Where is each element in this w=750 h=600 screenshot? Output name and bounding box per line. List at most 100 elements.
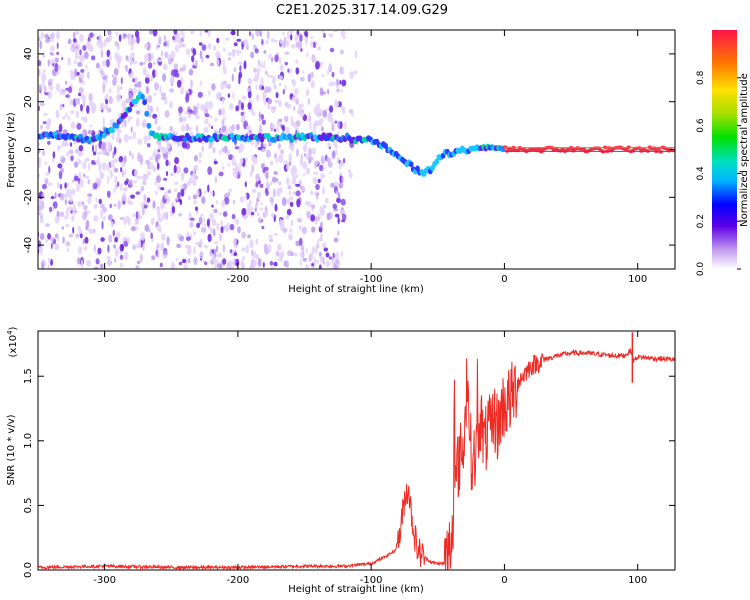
noise-speckle (87, 179, 91, 185)
noise-speckle (45, 238, 49, 243)
y-tick-label: 1.0 (23, 433, 34, 449)
noise-speckle (284, 84, 287, 91)
noise-speckle (154, 180, 158, 186)
noise-speckle (107, 214, 113, 221)
ridge-point (144, 110, 150, 117)
noise-speckle (41, 183, 47, 190)
noise-speckle (168, 161, 171, 166)
noise-speckle (149, 105, 154, 114)
noise-speckle (267, 98, 273, 105)
noise-speckle (163, 34, 166, 44)
spectrogram-ridge (38, 91, 675, 177)
noise-speckle (279, 186, 283, 193)
colorbar-tick-label: 0.2 (696, 214, 706, 228)
noise-speckle (295, 183, 301, 187)
noise-speckle (274, 232, 278, 237)
noise-speckle (179, 67, 182, 73)
noise-speckle (69, 142, 73, 147)
noise-speckle (306, 210, 311, 219)
noise-speckle (320, 62, 323, 69)
noise-speckle (220, 81, 225, 90)
snr-plot-area (38, 332, 675, 570)
noise-speckle (228, 260, 233, 267)
noise-speckle (182, 183, 187, 191)
noise-speckle (135, 117, 140, 127)
noise-speckle (323, 247, 329, 252)
noise-speckle (82, 173, 86, 177)
noise-speckle (214, 240, 219, 245)
noise-speckle (310, 252, 314, 260)
noise-speckle (299, 251, 303, 259)
noise-speckle (279, 83, 282, 87)
noise-speckle (317, 109, 320, 119)
noise-speckle (91, 102, 97, 112)
noise-speckle (236, 123, 240, 131)
noise-speckle (207, 233, 212, 243)
noise-speckle (250, 51, 255, 59)
noise-speckle (157, 205, 160, 211)
noise-speckle (82, 238, 85, 245)
noise-speckle (173, 188, 178, 193)
noise-speckle (88, 228, 94, 234)
noise-speckle (164, 51, 169, 58)
noise-speckle (65, 87, 70, 91)
noise-speckle (156, 175, 161, 183)
noise-speckle (221, 119, 225, 126)
noise-speckle (185, 48, 191, 56)
noise-speckle (320, 155, 326, 165)
noise-speckle (305, 141, 309, 145)
noise-speckle (44, 92, 49, 96)
colorbar-ticks: 0.0 0.2 0.4 0.6 0.8 (696, 70, 741, 276)
noise-speckle (72, 226, 75, 234)
noise-speckle (198, 216, 203, 225)
noise-speckle (152, 30, 158, 37)
noise-speckle (140, 185, 145, 192)
noise-speckle (233, 67, 237, 73)
noise-speckle (59, 103, 63, 111)
noise-speckle (113, 187, 116, 194)
noise-speckle (171, 261, 174, 269)
noise-speckle (208, 90, 211, 96)
noise-speckle (213, 208, 218, 214)
noise-speckle (251, 249, 254, 257)
noise-speckle (316, 103, 321, 110)
noise-speckle (265, 190, 269, 196)
noise-speckle (268, 142, 272, 147)
noise-speckle (266, 149, 271, 158)
noise-speckle (280, 251, 285, 258)
noise-speckle (135, 264, 140, 269)
noise-speckle (226, 83, 232, 89)
noise-speckle (128, 92, 133, 101)
noise-speckle (52, 157, 55, 163)
noise-speckle (232, 91, 235, 100)
noise-speckle (149, 30, 153, 35)
noise-speckle (56, 42, 59, 49)
noise-speckle (327, 142, 331, 148)
noise-speckle (255, 67, 261, 74)
noise-speckle (339, 79, 342, 85)
noise-speckle (193, 231, 196, 236)
noise-speckle (193, 106, 198, 115)
noise-speckle (296, 198, 301, 208)
noise-speckle (87, 38, 91, 42)
noise-speckle (317, 178, 321, 184)
figure-title: C2E1.2025.317.14.09.G29 (276, 3, 448, 18)
noise-speckle (101, 220, 104, 230)
noise-speckle (121, 170, 125, 178)
noise-speckle (326, 157, 331, 163)
noise-speckle (269, 160, 274, 166)
noise-speckle (337, 216, 340, 225)
noise-speckle (236, 221, 239, 225)
noise-speckle (333, 237, 339, 243)
noise-speckle (142, 175, 147, 184)
noise-speckle (284, 61, 289, 66)
noise-speckle (55, 83, 61, 92)
noise-speckle (313, 58, 317, 63)
noise-speckle (251, 111, 256, 116)
noise-speckle (210, 227, 214, 234)
noise-speckle (99, 172, 105, 180)
noise-speckle (331, 122, 335, 132)
noise-speckle (108, 95, 113, 105)
noise-speckle (40, 31, 44, 40)
noise-speckle (77, 61, 83, 67)
